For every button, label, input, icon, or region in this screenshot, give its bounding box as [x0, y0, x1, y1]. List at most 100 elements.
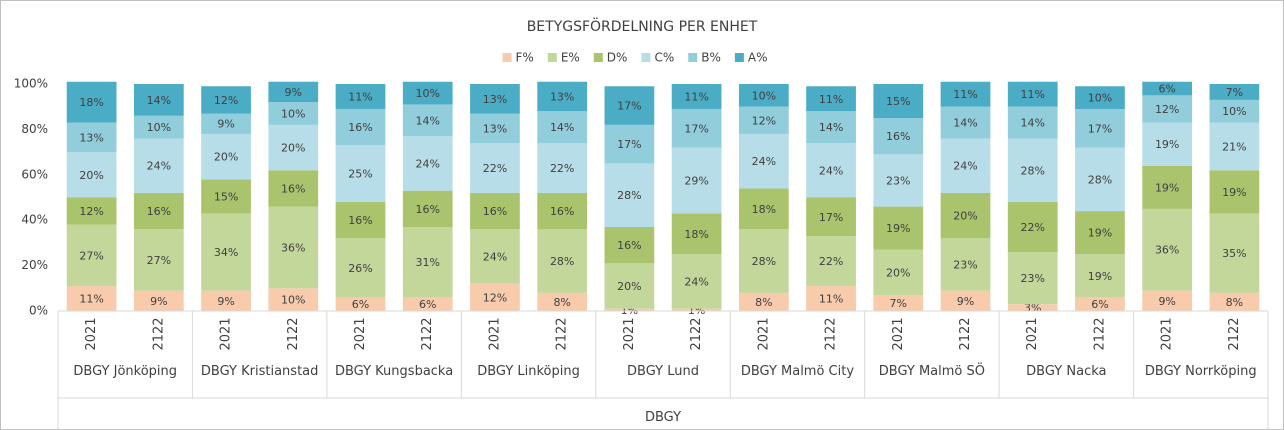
data-label: 20% [953, 210, 977, 223]
data-label: 19% [1088, 270, 1112, 283]
data-label: 16% [617, 239, 641, 252]
bar-segment [671, 84, 722, 109]
data-label: 6% [1091, 298, 1108, 311]
group-label: DBGY Kungsbacka [334, 364, 454, 379]
data-label: 11% [819, 93, 843, 106]
data-label: 22% [550, 162, 574, 175]
bar-segment [66, 197, 117, 225]
data-label: 24% [415, 157, 439, 170]
bar-segment [268, 81, 319, 103]
data-label: 17% [617, 138, 641, 151]
data-label: 28% [550, 255, 574, 268]
bar-segment [671, 213, 722, 255]
bar-segment [1209, 84, 1260, 100]
bar-segment [806, 286, 856, 311]
bar-segment [873, 206, 924, 250]
data-label: 28% [1088, 173, 1112, 186]
bar-segment [1007, 138, 1058, 203]
bar-segment [738, 133, 789, 189]
data-label: 16% [281, 182, 305, 195]
bar-segment [940, 238, 991, 291]
bar-segment [1075, 86, 1125, 109]
legend-label: A% [748, 51, 768, 65]
group-label: DBGY Norrköping [1144, 364, 1257, 379]
bar-segment [537, 81, 588, 112]
bar-segment [873, 118, 924, 155]
data-label: 9% [285, 86, 302, 99]
data-label: 22% [1020, 221, 1044, 234]
data-label: 24% [147, 160, 171, 173]
bar-segment [66, 152, 117, 198]
data-label: 9% [217, 295, 234, 308]
x-tick-label: 2122 [555, 317, 570, 350]
bar-segment [1075, 297, 1125, 311]
data-label: 16% [147, 205, 171, 218]
bar-segment [738, 292, 789, 311]
group-label: DBGY Lund [627, 364, 699, 379]
x-tick-label: 2122 [286, 317, 301, 350]
bar-segment [1142, 81, 1193, 96]
data-label: 20% [79, 169, 103, 182]
data-label: 13% [483, 122, 507, 135]
data-label: 24% [752, 155, 776, 168]
data-label: 8% [553, 296, 570, 309]
legend-swatch [502, 53, 512, 62]
bar-segment [66, 224, 117, 287]
bar-segment [335, 108, 386, 146]
data-label: 34% [214, 246, 238, 259]
x-tick-label: 2021 [891, 317, 906, 350]
data-label: 11% [348, 90, 372, 103]
bar-segment [470, 113, 520, 144]
data-label: 16% [415, 203, 439, 216]
x-tick-label: 2122 [958, 317, 973, 350]
data-label: 16% [483, 205, 507, 218]
top-group-label: DBGY [644, 410, 682, 425]
bar-segment [537, 143, 588, 193]
bar-segment [1007, 106, 1058, 139]
data-label: 25% [348, 168, 372, 181]
data-label: 24% [684, 275, 708, 288]
bar-segment [470, 283, 520, 311]
data-label: 20% [281, 142, 305, 155]
data-label: 19% [1222, 186, 1246, 199]
group-label: DBGY Jönköping [73, 364, 178, 379]
bar-segment [133, 192, 184, 230]
data-label: 12% [79, 205, 103, 218]
x-tick-label: 2122 [824, 317, 839, 350]
data-label: 20% [214, 151, 238, 164]
bar-segment [133, 138, 184, 193]
data-label: 10% [752, 89, 776, 102]
legend-swatch [688, 53, 698, 62]
bar-segment [1209, 292, 1260, 311]
data-label: 24% [953, 160, 977, 173]
data-label: 16% [550, 205, 574, 218]
group-label: DBGY Kristianstad [200, 364, 319, 379]
bar-segment [1075, 211, 1125, 255]
bar-segment [604, 308, 655, 311]
data-label: 11% [684, 90, 708, 103]
data-label: 15% [886, 95, 910, 108]
legend-label: B% [701, 51, 721, 65]
group-label: DBGY Malmö City [740, 364, 855, 379]
legend-label: F% [516, 51, 534, 65]
bar-segment [402, 104, 453, 137]
data-label: 21% [1222, 140, 1246, 153]
group-label: DBGY Linköping [477, 364, 580, 379]
bar-segment [1007, 304, 1058, 311]
bar-segment [806, 197, 856, 237]
bar-segment [738, 229, 789, 293]
data-label: 20% [617, 280, 641, 293]
data-label: 24% [819, 164, 843, 177]
bar-segment [604, 86, 655, 125]
data-label: 14% [953, 117, 977, 130]
data-label: 19% [886, 222, 910, 235]
data-label: 20% [886, 266, 910, 279]
data-label: 28% [617, 189, 641, 202]
data-label: 24% [483, 251, 507, 264]
data-label: 17% [819, 211, 843, 224]
bar-segment [940, 138, 991, 193]
y-tick-label: 40% [21, 213, 48, 227]
bar-segment [1075, 254, 1125, 298]
data-label: 9% [1158, 295, 1175, 308]
